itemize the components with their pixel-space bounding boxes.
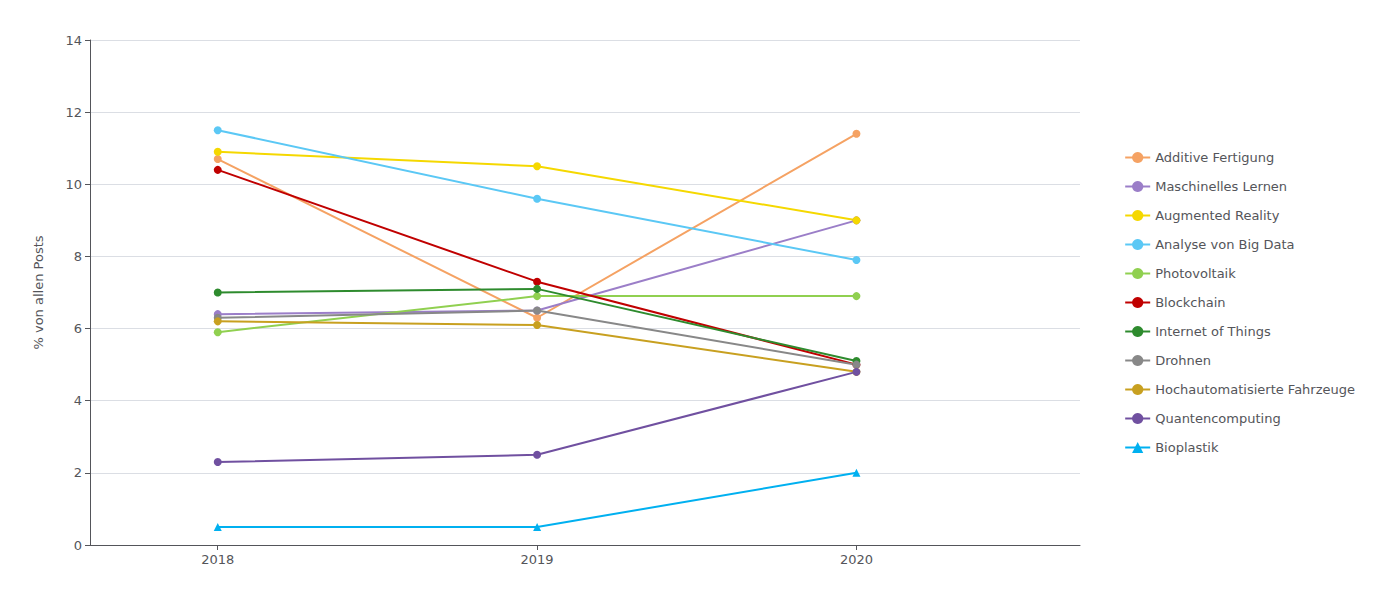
svg-text:2018: 2018 [201,552,234,567]
svg-text:Hochautomatisierte Fahrzeuge: Hochautomatisierte Fahrzeuge [1155,382,1355,397]
svg-text:2: 2 [74,465,82,480]
svg-text:12: 12 [65,105,82,120]
svg-text:% von allen Posts: % von allen Posts [31,235,46,349]
svg-text:4: 4 [74,393,82,408]
svg-text:Quantencomputing: Quantencomputing [1155,411,1280,426]
svg-text:Augmented Reality: Augmented Reality [1155,208,1279,223]
svg-text:8: 8 [74,249,82,264]
svg-text:2020: 2020 [840,552,873,567]
svg-text:Photovoltaik: Photovoltaik [1155,266,1236,281]
svg-text:10: 10 [65,177,82,192]
svg-text:Additive Fertigung: Additive Fertigung [1155,150,1274,165]
svg-text:Bioplastik: Bioplastik [1155,440,1219,455]
svg-text:14: 14 [65,33,82,48]
svg-text:Analyse von Big Data: Analyse von Big Data [1155,237,1294,252]
svg-text:Internet of Things: Internet of Things [1155,324,1271,339]
svg-text:2019: 2019 [521,552,554,567]
svg-text:Maschinelles Lernen: Maschinelles Lernen [1155,179,1287,194]
svg-text:Drohnen: Drohnen [1155,353,1211,368]
svg-text:0: 0 [74,538,82,553]
svg-text:Blockchain: Blockchain [1155,295,1225,310]
svg-text:6: 6 [74,321,82,336]
